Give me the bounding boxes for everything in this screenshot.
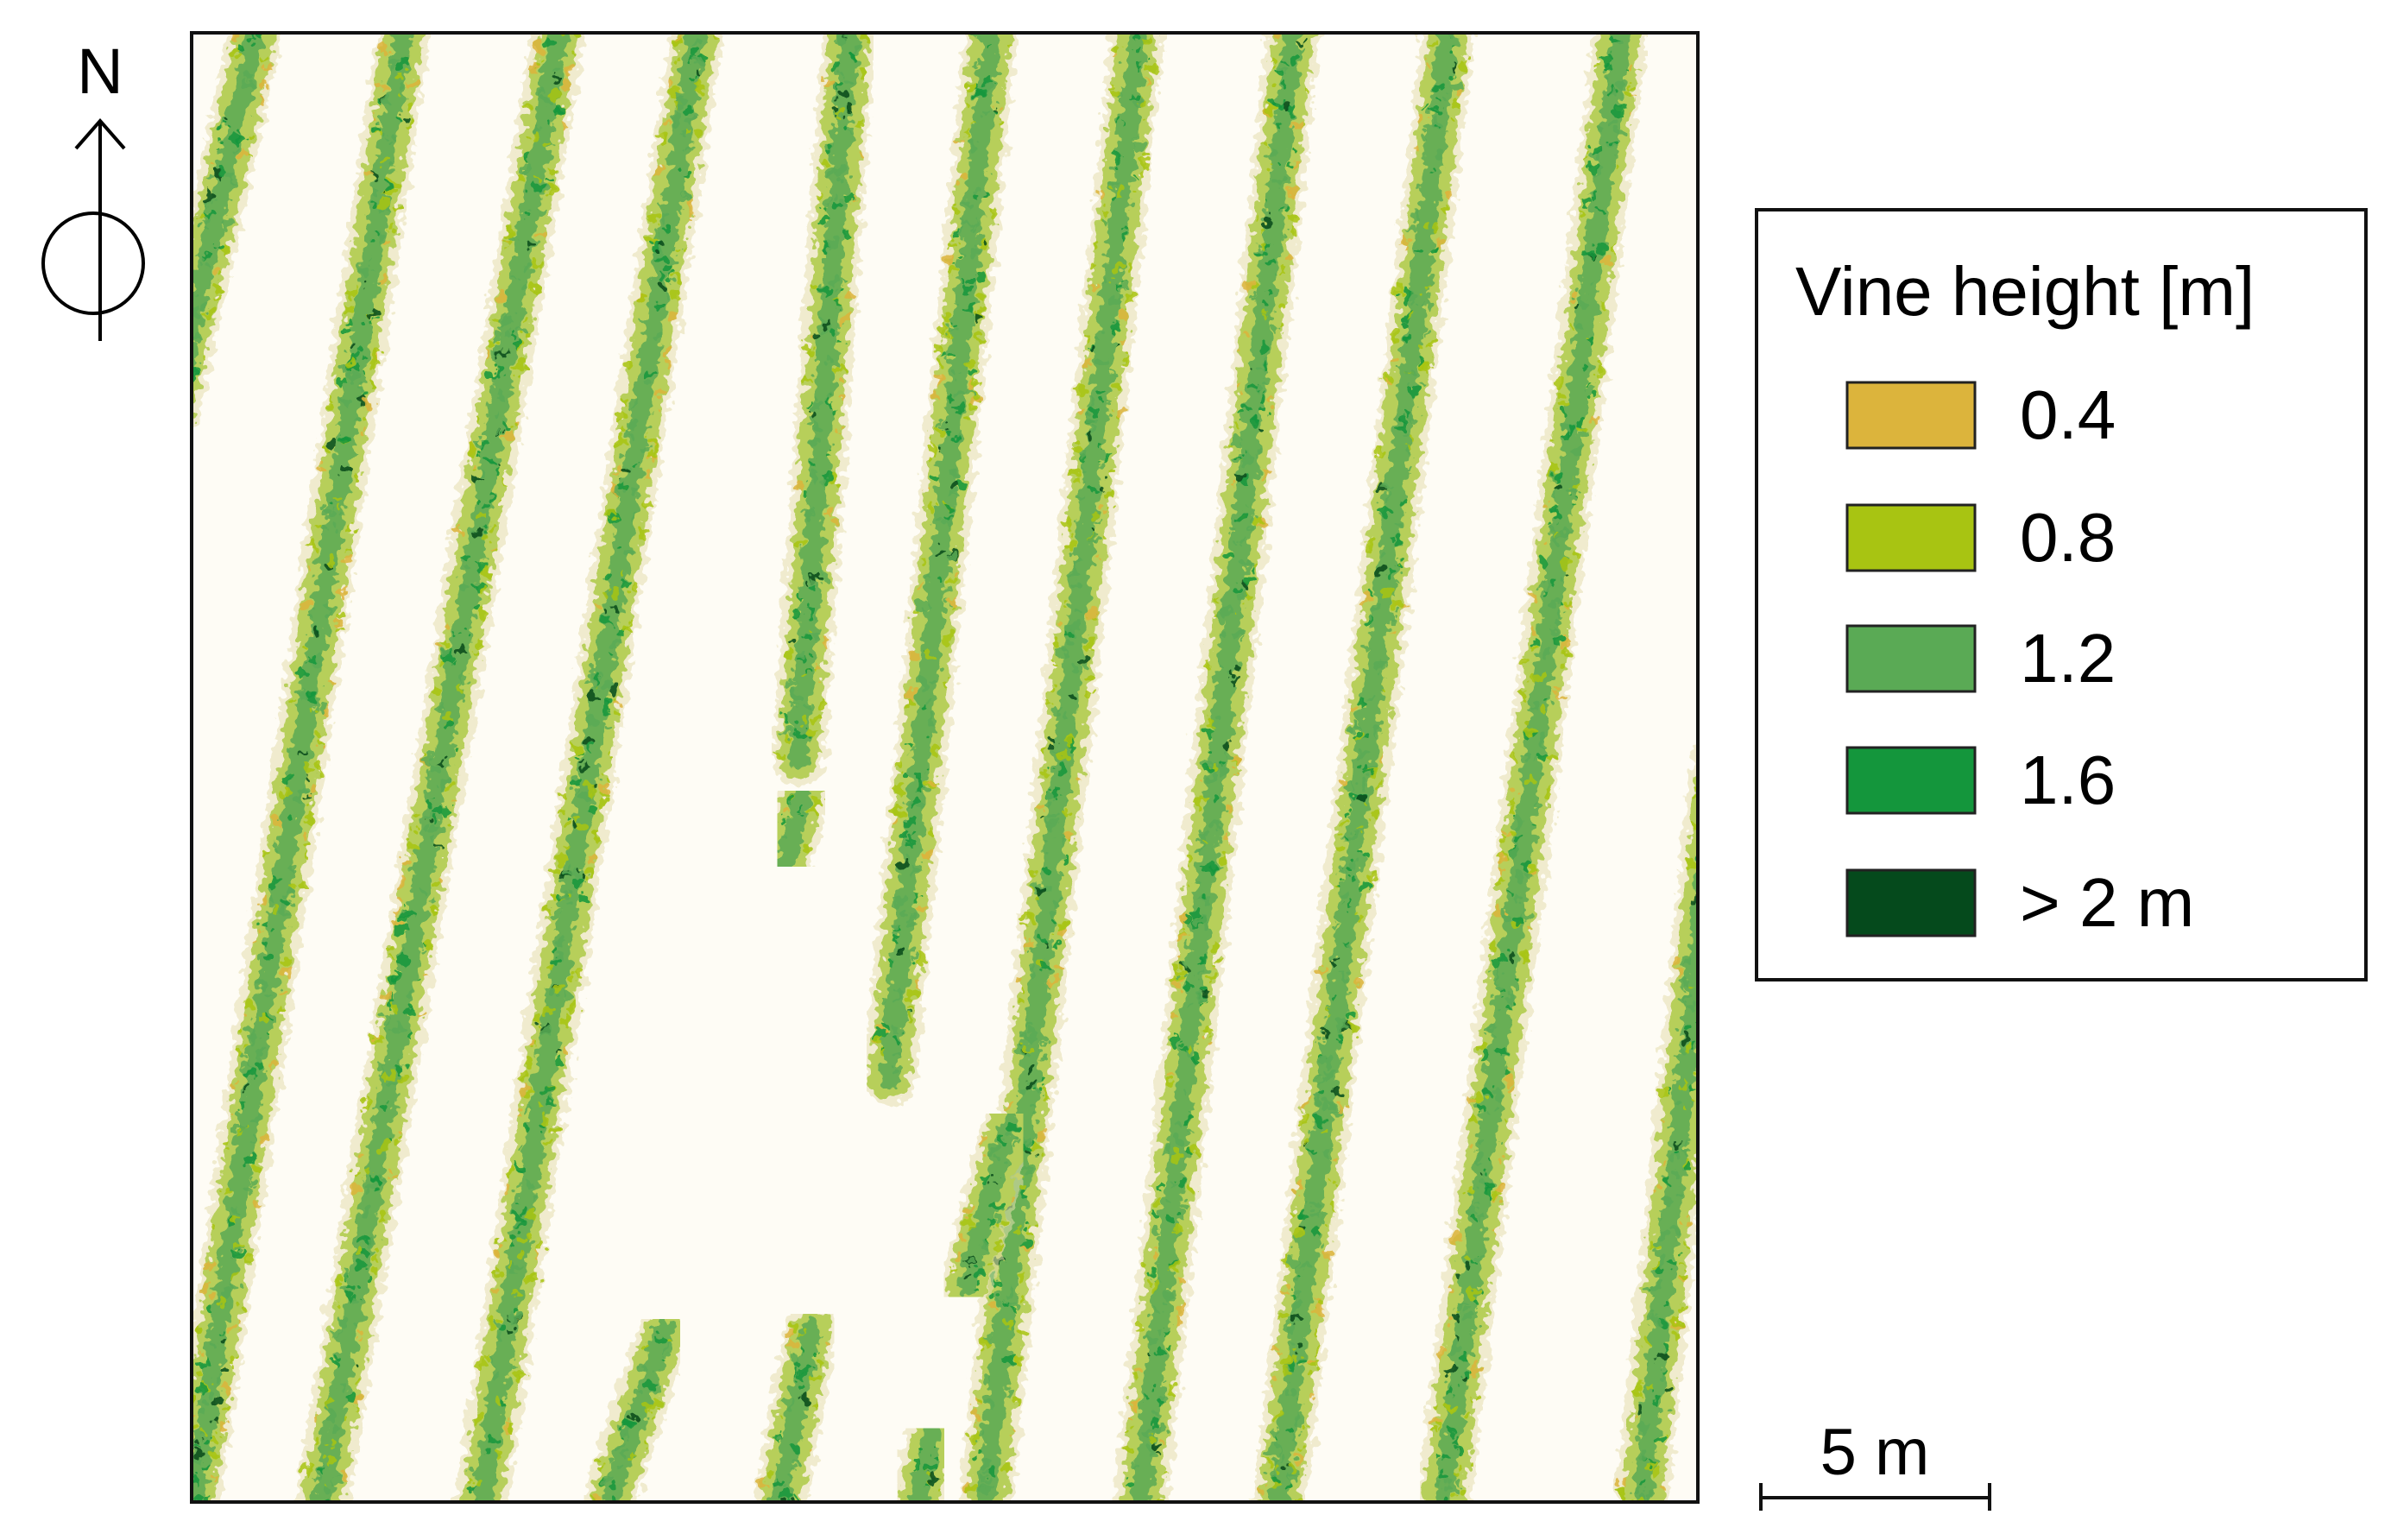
- legend-title: Vine height [m]: [1795, 253, 2255, 330]
- vine-row: [772, 33, 876, 786]
- legend-item: 1.6: [1845, 742, 2116, 818]
- legend-item: 0.8: [1845, 499, 2116, 576]
- vine-row: [1252, 33, 1476, 1502]
- legend-item: > 2 m: [1845, 864, 2194, 941]
- vine-row: [454, 33, 724, 1502]
- legend-label: 0.4: [2020, 376, 2116, 453]
- legend: Vine height [m] 0.4 0.8 1.2 1.6 > 2 m: [1755, 208, 2368, 981]
- vine-row: [759, 767, 829, 890]
- vine-row: [294, 33, 586, 1502]
- vine-row: [958, 33, 1165, 1502]
- legend-label: 0.8: [2020, 499, 2116, 576]
- vine-row: [581, 1303, 691, 1502]
- vine-row: [192, 33, 283, 433]
- vine-row: [192, 33, 431, 1502]
- map-frame: [190, 31, 1700, 1504]
- vine-row: [753, 1303, 838, 1502]
- vine-row: [1614, 742, 1698, 1502]
- vine-rows: [192, 33, 1698, 1502]
- vine-row: [891, 1406, 959, 1502]
- legend-swatch: [1845, 503, 1977, 572]
- north-arrow-icon: N: [41, 35, 145, 341]
- legend-swatch: [1845, 381, 1977, 450]
- legend-label: > 2 m: [2020, 864, 2194, 941]
- legend-swatch: [1845, 868, 1977, 937]
- vine-row: [1416, 33, 1649, 1502]
- vine-row: [940, 1095, 1037, 1313]
- vine-row: [1113, 33, 1321, 1502]
- legend-swatch: [1845, 624, 1977, 693]
- legend-item: 0.4: [1845, 376, 2116, 453]
- vine-row: [862, 33, 1019, 1106]
- legend-swatch: [1845, 746, 1977, 815]
- legend-label: 1.6: [2020, 742, 2116, 818]
- scale-bar: 5 m: [1759, 1416, 1991, 1511]
- map-panel: [190, 31, 1700, 1504]
- north-label: N: [77, 35, 123, 107]
- legend-label: 1.2: [2020, 620, 2116, 697]
- legend-box: [1755, 208, 2368, 981]
- scale-label: 5 m: [1820, 1416, 1930, 1489]
- legend-item: 1.2: [1845, 620, 2116, 697]
